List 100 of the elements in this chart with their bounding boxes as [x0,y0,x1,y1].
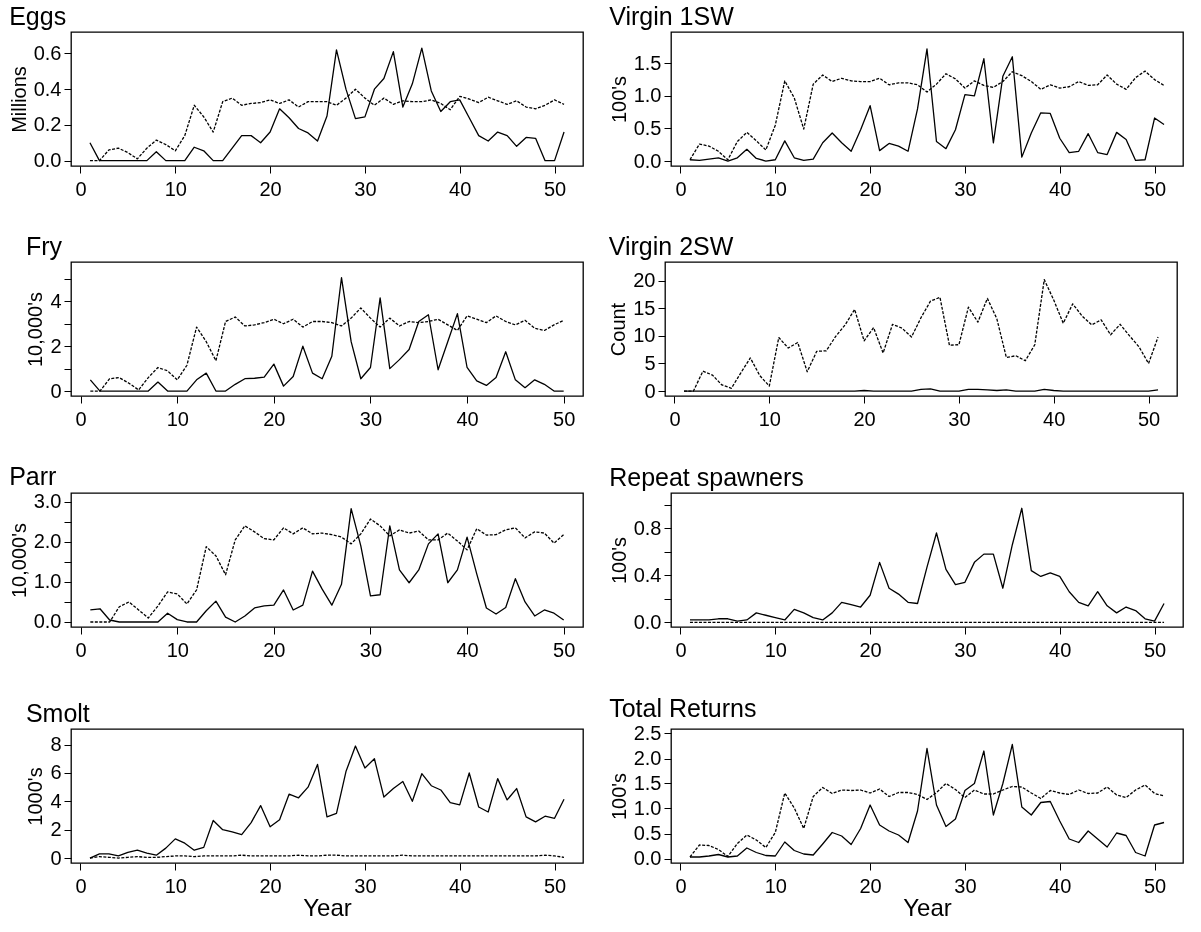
x-tick-label: 30 [359,407,383,430]
chart-title: Total Returns [609,693,757,722]
x-axis-title: Year [303,893,352,921]
y-axis-title: 100's [607,75,630,124]
x-tick-label: 40 [1049,874,1072,897]
x-tick-label: 0 [75,874,87,897]
x-tick-label: 30 [954,177,977,200]
y-tick-label: 1.5 [633,772,662,794]
y-axis-title: 100's [607,536,630,585]
x-tick-label: 0 [75,638,87,661]
y-tick-label: 8 [50,733,62,756]
x-tick-label: 20 [263,407,286,430]
y-tick-label: 2.5 [633,722,662,744]
x-tick-label: 20 [263,638,286,661]
y-tick-label: 2.0 [633,747,662,769]
chart-title: Smolt [25,699,90,727]
x-tick-label: 50 [1143,638,1167,661]
chart-title: Repeat spawners [609,463,804,491]
x-tick-label: 20 [859,638,882,661]
x-tick-label: 10 [164,874,187,897]
x-tick-label: 50 [553,638,576,661]
y-tick-label: 10 [633,324,656,347]
y-tick-label: 4 [50,789,62,812]
x-tick-label: 40 [449,177,472,200]
x-tick-label: 50 [543,177,567,200]
x-tick-label: 20 [259,177,282,200]
x-tick-label: 30 [354,177,377,200]
y-tick-label: 0.4 [33,77,62,100]
y-tick-label: 0.2 [33,113,62,136]
x-tick-label: 40 [456,407,479,430]
x-tick-label: 0 [675,638,687,661]
chart-title: Virgin 1SW [609,2,735,30]
y-tick-label: 0.6 [33,41,62,64]
y-axis-title: Millions [7,66,30,133]
x-tick-label: 30 [948,407,971,430]
y-tick-label: 0.5 [633,822,662,844]
y-tick-label: 0.0 [633,610,662,633]
x-tick-label: 10 [764,638,787,661]
x-tick-label: 50 [553,407,576,430]
x-tick-label: 50 [1143,177,1167,200]
y-axis-title: Count [607,302,630,357]
x-tick-label: 40 [1049,638,1072,661]
y-tick-label: 0.8 [633,516,662,539]
y-axis-title: 10,000's [7,523,30,598]
y-tick-label: 0.5 [633,116,662,139]
chart-title: Eggs [9,2,67,30]
x-tick-label: 0 [75,407,87,430]
y-tick-label: 0.0 [33,149,62,172]
y-tick-label: 1.0 [633,797,662,819]
x-tick-label: 30 [359,638,383,661]
x-tick-label: 40 [449,874,472,897]
x-tick-label: 50 [1137,407,1161,430]
y-tick-label: 2.0 [33,530,62,553]
y-tick-label: 0.0 [633,847,662,869]
x-tick-label: 30 [354,874,377,897]
y-tick-label: 20 [633,269,656,292]
y-tick-label: 2 [50,334,62,357]
chart-title: Parr [9,461,57,490]
x-tick-label: 50 [543,874,567,897]
y-tick-label: 0 [50,379,62,402]
x-tick-label: 20 [259,874,282,897]
y-tick-label: 1.5 [633,51,662,74]
x-tick-label: 0 [669,407,681,430]
y-tick-label: 6 [50,761,62,784]
x-tick-label: 10 [166,638,189,661]
line-series [89,277,565,392]
x-tick-label: 0 [675,874,687,897]
y-tick-label: 5 [644,351,656,374]
y-tick-label: 0.0 [633,149,662,172]
y-axis-title: 100's [607,772,630,821]
y-tick-label: 15 [633,296,656,319]
x-tick-label: 10 [764,874,787,897]
y-tick-label: 3.0 [33,490,62,513]
line-series [89,47,565,162]
y-tick-label: 2 [50,818,62,841]
y-tick-label: 4 [50,289,62,312]
y-axis-title: 1000's [24,767,47,826]
x-tick-label: 40 [456,638,479,661]
x-tick-label: 40 [1049,177,1072,200]
x-tick-label: 10 [164,177,187,200]
x-tick-label: 30 [954,638,977,661]
chart-title: Virgin 2SW [608,232,734,260]
x-tick-label: 0 [75,177,87,200]
y-tick-label: 1.0 [633,84,662,107]
y-tick-label: 0.0 [33,610,62,633]
x-tick-label: 10 [166,407,189,430]
x-axis-title: Year [903,893,952,921]
y-tick-label: 0 [50,846,62,869]
x-tick-label: 20 [859,177,882,200]
chart-title: Fry [25,232,63,260]
x-tick-label: 10 [764,177,787,200]
y-tick-label: 1.0 [33,570,62,593]
x-tick-label: 0 [675,177,687,200]
y-tick-label: 0 [644,379,656,402]
x-tick-label: 40 [1043,407,1066,430]
y-tick-label: 0.4 [633,563,662,586]
x-tick-label: 10 [758,407,781,430]
y-axis-title: 10,000's [24,292,47,367]
x-tick-label: 20 [859,874,882,897]
x-tick-label: 20 [853,407,876,430]
